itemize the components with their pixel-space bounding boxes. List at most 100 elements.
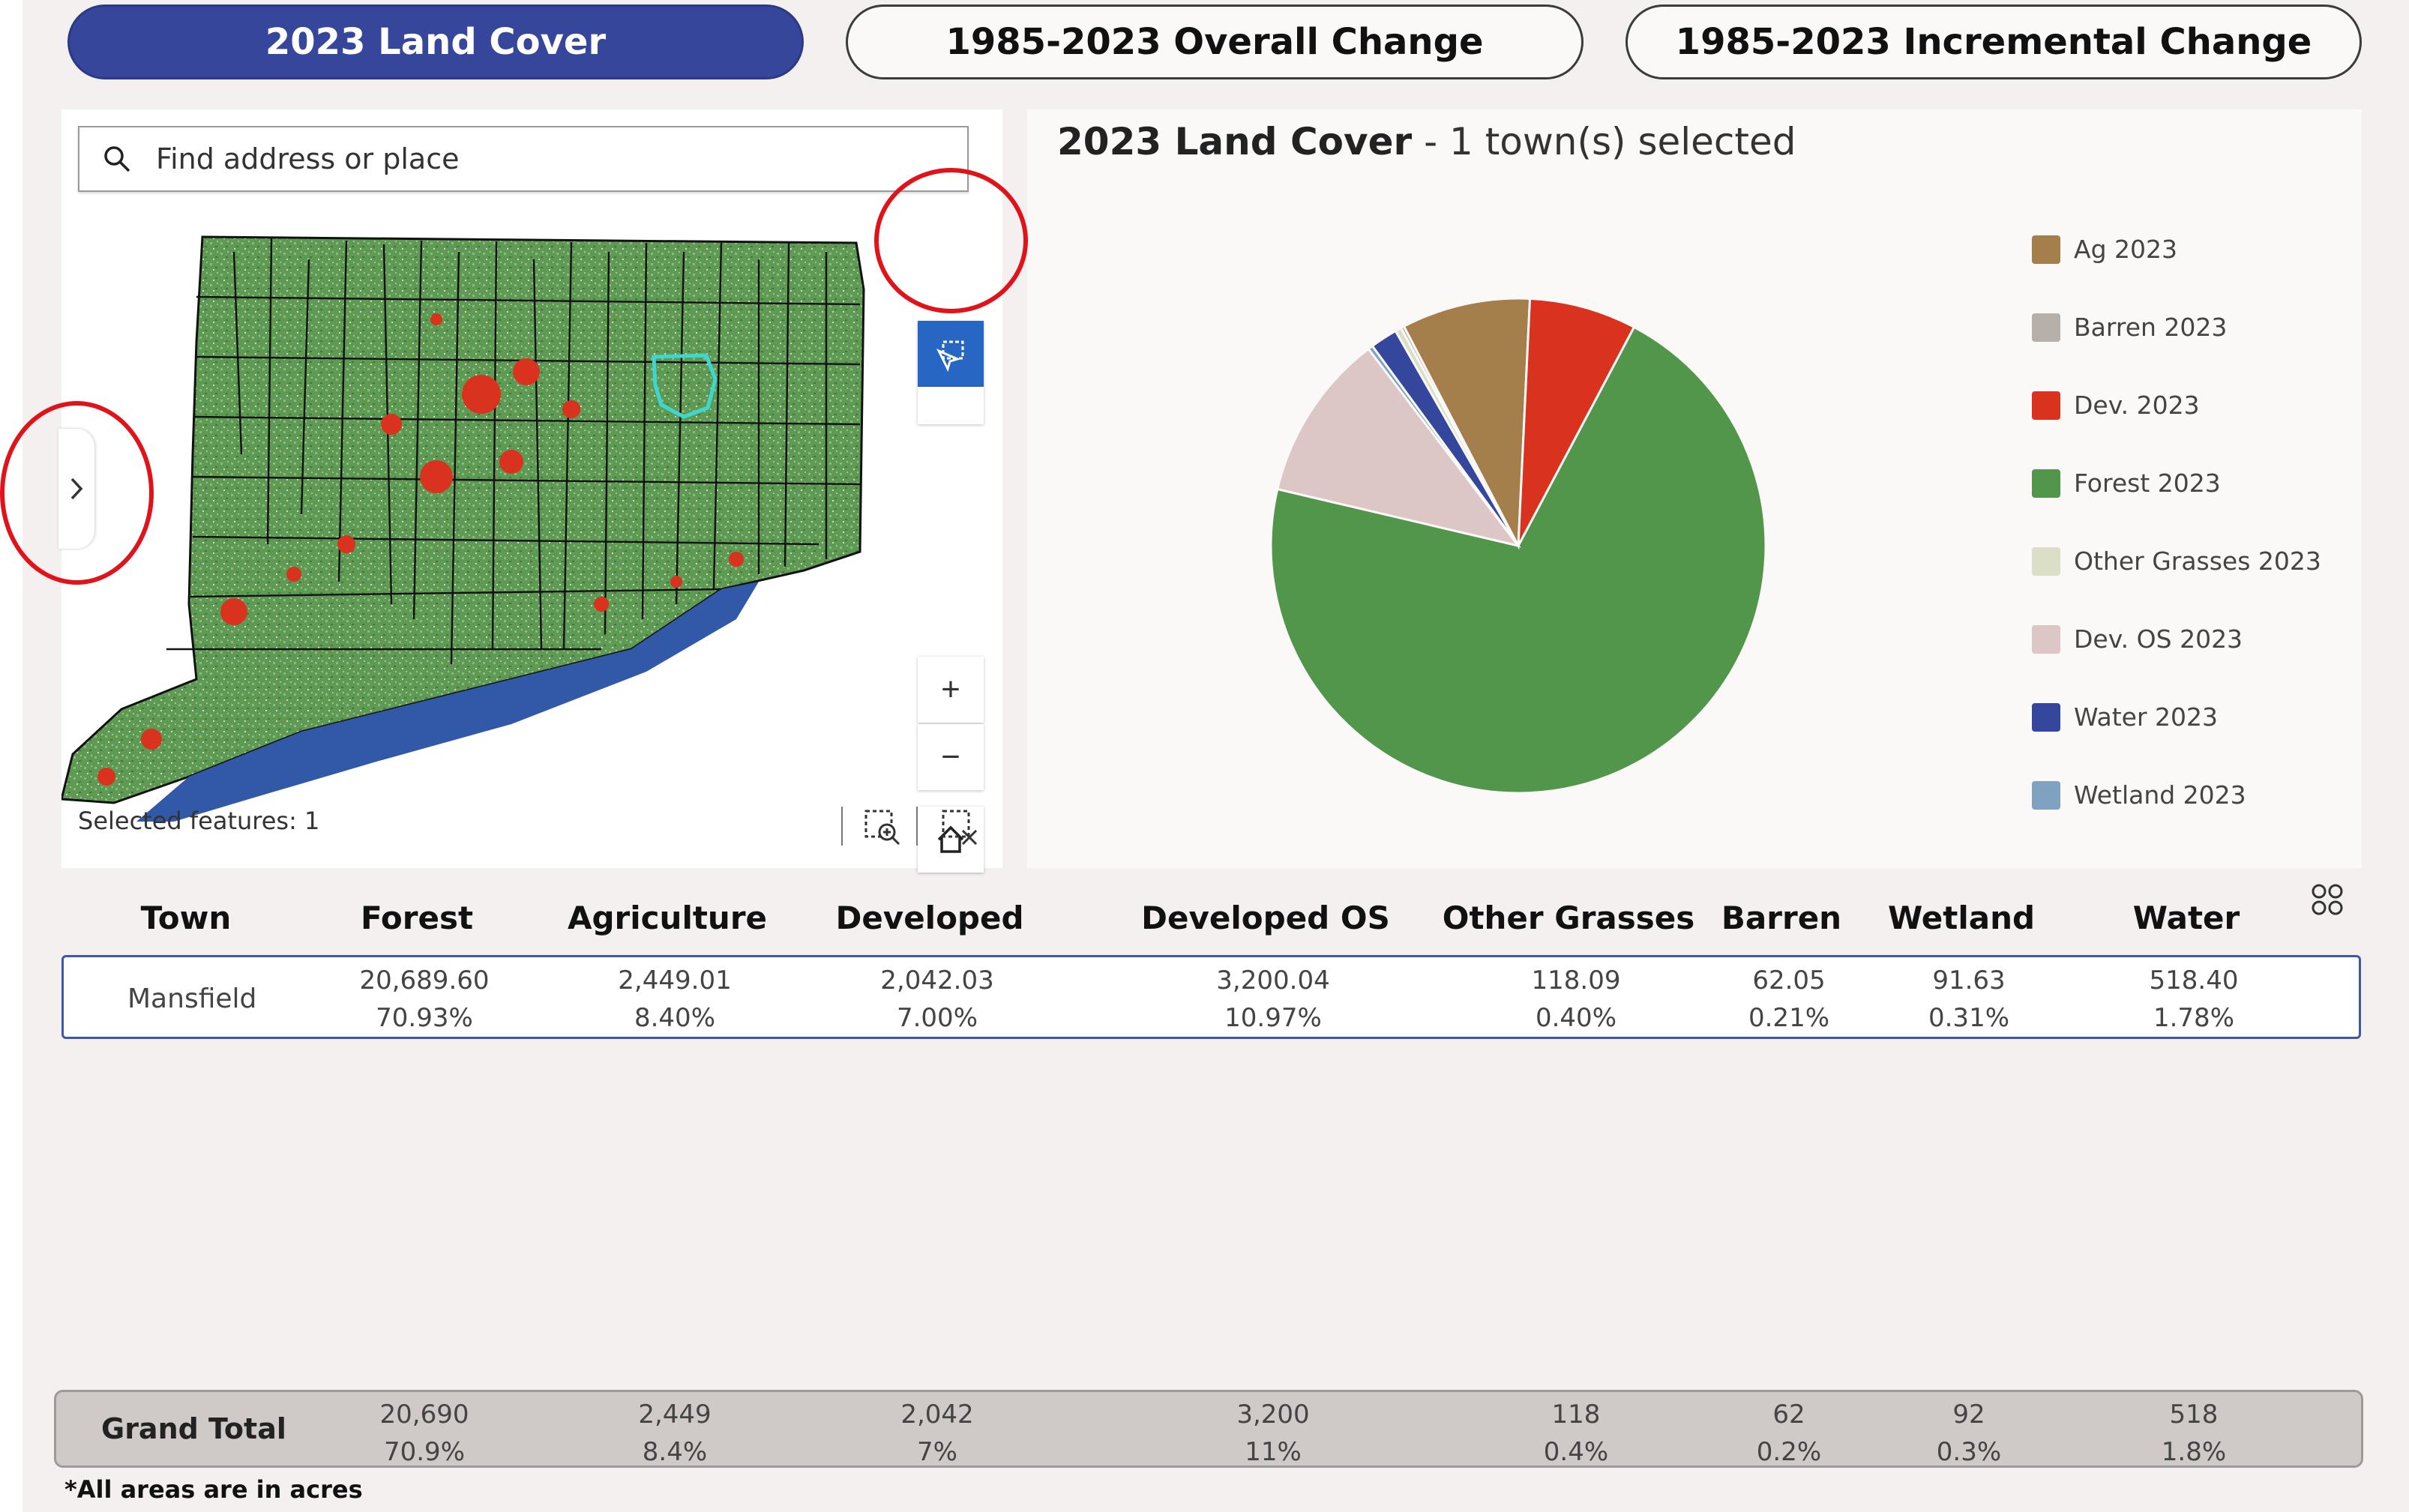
column-header[interactable]: Developed xyxy=(835,900,1024,936)
selected-town-outline xyxy=(652,353,718,419)
tab-2023-land-cover[interactable]: 2023 Land Cover xyxy=(67,4,804,79)
legend-label: Barren 2023 xyxy=(2074,313,2228,342)
cell-percent: 11% xyxy=(1245,1437,1302,1467)
table-cell: 91.63 0.31% xyxy=(1928,962,2009,1037)
cell-percent: 0.31% xyxy=(1928,1003,2010,1033)
chart-title-selection: - 1 town(s) selected xyxy=(1412,120,1796,163)
grand-total-row xyxy=(54,1390,2363,1468)
legend-swatch xyxy=(2032,391,2060,420)
legend-item[interactable]: Barren 2023 xyxy=(2032,313,2321,391)
cell-percent: 1.78% xyxy=(2153,1003,2234,1033)
cell-acres: 20,689.60 xyxy=(359,966,490,996)
legend-label: Water 2023 xyxy=(2074,702,2219,732)
table-cell: 3,200.04 10.97% xyxy=(1216,962,1329,1037)
legend-item[interactable]: Other Grasses 2023 xyxy=(2032,547,2321,625)
table-row[interactable] xyxy=(61,955,2361,1039)
cell-percent: 0.3% xyxy=(1936,1437,2002,1467)
column-header[interactable]: Agriculture xyxy=(567,900,768,936)
cell-acres: 3,200.04 xyxy=(1216,966,1330,996)
zoom-out-button[interactable]: − xyxy=(918,724,984,790)
chart-legend: Ag 2023 Barren 2023 Dev. 2023 Forest 2023 Ot… xyxy=(2032,235,2321,859)
search-icon[interactable] xyxy=(79,144,154,174)
pie-slice[interactable] xyxy=(1402,297,1532,550)
legend-label: Other Grasses 2023 xyxy=(2074,546,2321,576)
column-header[interactable]: Water xyxy=(2132,900,2240,936)
legend-item[interactable]: Dev. OS 2023 xyxy=(2032,625,2321,703)
column-header[interactable]: Developed OS xyxy=(1141,900,1390,936)
map-panel: + − Selected features: 1 xyxy=(60,109,1002,873)
table-cell: 2,449.01 8.40% xyxy=(618,962,731,1037)
table-cell: 20,689.60 70.93% xyxy=(359,962,489,1037)
legend-swatch xyxy=(2032,781,2060,810)
cell-acres: 62.05 xyxy=(1752,966,1826,996)
select-tool-button[interactable] xyxy=(918,321,984,387)
table-cell: 2,042.03 7.00% xyxy=(880,962,993,1037)
table-cell: 92 0.3% xyxy=(1937,1396,2001,1471)
column-header[interactable]: Town xyxy=(140,900,232,936)
legend-label: Forest 2023 xyxy=(2074,469,2221,498)
cell-acres: 3,200 xyxy=(1236,1400,1310,1430)
table-cell: 2,449 8.4% xyxy=(638,1396,711,1471)
long-island-sound xyxy=(136,582,759,822)
pie-slice[interactable] xyxy=(1517,297,1636,546)
cell-percent: 0.40% xyxy=(1535,1003,1616,1033)
connecticut-map[interactable] xyxy=(60,229,1002,900)
cell-percent: 70.9% xyxy=(383,1437,465,1467)
cell-percent: 8.40% xyxy=(634,1003,715,1033)
cell-acres: 91.63 xyxy=(1932,966,2006,996)
chevron-right-icon xyxy=(70,478,83,500)
cell-acres: 2,042.03 xyxy=(880,966,994,996)
legend-swatch xyxy=(2032,313,2060,342)
clear-selection-icon[interactable] xyxy=(937,807,982,849)
cell-acres: 118 xyxy=(1551,1400,1601,1430)
legend-item[interactable]: Water 2023 xyxy=(2032,703,2321,781)
status-divider xyxy=(916,807,918,846)
legend-label: Ag 2023 xyxy=(2074,235,2177,264)
column-header[interactable]: Forest xyxy=(360,900,474,936)
column-header[interactable]: Wetland xyxy=(1887,900,2036,936)
legend-item[interactable]: Dev. 2023 xyxy=(2032,391,2321,469)
cell-acres: 2,449.01 xyxy=(618,966,732,996)
legend-item[interactable]: Forest 2023 xyxy=(2032,469,2321,547)
zoom-to-selection-icon[interactable] xyxy=(860,807,905,849)
search-box[interactable] xyxy=(78,126,969,192)
table-cell: 20,690 70.9% xyxy=(380,1396,469,1471)
cell-percent: 0.21% xyxy=(1748,1003,1830,1033)
column-grid-icon[interactable] xyxy=(2309,882,2345,918)
table-cell: 2,042 7% xyxy=(900,1396,973,1471)
expand-sidebar-button[interactable] xyxy=(58,429,94,549)
column-header[interactable]: Barren xyxy=(1721,900,1842,936)
cell-acres: 518.40 xyxy=(2149,966,2239,996)
cell-acres: 2,042 xyxy=(900,1400,974,1430)
column-header[interactable]: Other Grasses xyxy=(1442,900,1695,936)
cell-percent: 8.4% xyxy=(642,1437,708,1467)
legend-label: Dev. OS 2023 xyxy=(2074,624,2243,654)
legend-label: Dev. 2023 xyxy=(2074,391,2200,420)
cell-acres: 62 xyxy=(1772,1400,1805,1430)
cell-percent: 70.93% xyxy=(376,1003,473,1033)
pie-slice[interactable] xyxy=(1269,325,1767,795)
tab-incremental-change[interactable]: 1985-2023 Incremental Change xyxy=(1625,4,2362,79)
grand-total-label: Grand Total xyxy=(101,1412,286,1445)
legend-item[interactable]: Ag 2023 xyxy=(2032,235,2321,313)
cell-acres: 92 xyxy=(1952,1400,1985,1430)
table-cell: 3,200 11% xyxy=(1236,1396,1309,1471)
left-margin xyxy=(0,0,22,1512)
zoom-in-button[interactable]: + xyxy=(918,657,984,723)
cell-percent: 0.4% xyxy=(1543,1437,1609,1467)
select-tool-options-button[interactable] xyxy=(918,387,984,424)
legend-swatch xyxy=(2032,625,2060,654)
search-input[interactable] xyxy=(154,142,907,176)
tab-overall-change[interactable]: 1985-2023 Overall Change xyxy=(846,4,1584,79)
cell-acres: 118.09 xyxy=(1531,966,1621,996)
table-cell: 118.09 0.40% xyxy=(1532,962,1621,1037)
table-cell: 62 0.2% xyxy=(1757,1396,1821,1471)
pie-chart[interactable] xyxy=(1027,109,2002,859)
pie-slice[interactable] xyxy=(1275,347,1521,548)
town-name-cell: Mansfield xyxy=(127,984,257,1014)
legend-item[interactable]: Wetland 2023 xyxy=(2032,781,2321,859)
selected-features-text: Selected features: 1 xyxy=(78,807,320,835)
map-view[interactable]: + − xyxy=(60,229,1002,900)
cell-acres: 20,690 xyxy=(379,1400,469,1430)
chart-panel: 2023 Land Cover - 1 town(s) selected Ag … xyxy=(1027,109,2362,868)
